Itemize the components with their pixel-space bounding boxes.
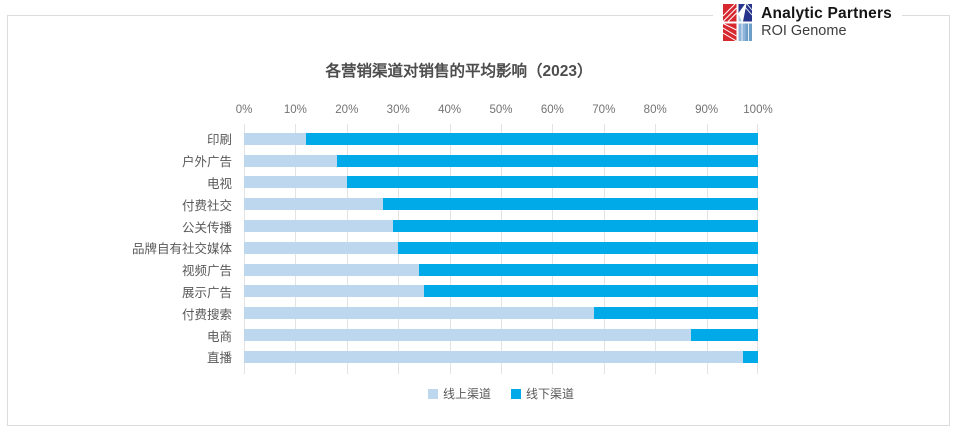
bar-segment-online	[244, 176, 347, 189]
category-label: 视频广告	[181, 264, 232, 279]
bar-row	[244, 346, 758, 368]
bar-segment-offline	[393, 220, 758, 233]
legend-label: 线下渠道	[526, 387, 575, 402]
legend-label: 线上渠道	[442, 387, 491, 402]
legend-swatch	[427, 388, 438, 399]
x-axis: 0% 10% 20% 30% 40% 50% 60% 70% 80% 90% 100%	[236, 104, 773, 124]
bar-segment-offline	[305, 132, 758, 145]
bar-segment-online	[244, 132, 306, 145]
bar-segment-offline	[691, 329, 758, 342]
bar-segment-online	[244, 307, 594, 320]
bar-row	[244, 215, 758, 237]
legend-spacer	[30, 374, 244, 402]
bar-row	[244, 302, 758, 324]
bar-row	[244, 172, 758, 194]
legend-swatch	[511, 388, 521, 399]
legend: 线上渠道 线下渠道	[244, 386, 758, 402]
bar-segment-offline	[423, 285, 758, 298]
bar-segment-offline	[346, 176, 758, 189]
analytic-partners-logo-text: Analytic Partners ROI Genome	[761, 5, 892, 40]
bar-segment-offline	[398, 241, 758, 254]
bar-row	[244, 324, 758, 346]
stacked-bar-chart: 各营销渠道对销售的平均影响（2023） 0% 10% 20% 30% 40% 50% 60%…	[30, 60, 773, 402]
axis-spacer	[30, 90, 244, 124]
x-tick: 70%	[592, 104, 616, 116]
category-label: 品牌自有社交媒体	[131, 242, 232, 257]
logo-product-name: ROI Genome	[761, 23, 847, 39]
bar-row	[244, 281, 758, 303]
category-label: 印刷	[206, 133, 232, 148]
bar-segment-offline	[418, 263, 758, 276]
category-label: 公关传播	[181, 220, 232, 235]
x-tick: 0%	[235, 104, 253, 116]
plot-area	[244, 124, 758, 374]
bar-segment-online	[244, 329, 692, 342]
bar-segment-offline	[336, 154, 758, 167]
bar-row	[244, 128, 758, 150]
bars	[244, 128, 758, 368]
bar-segment-online	[244, 198, 383, 211]
bar-segment-online	[244, 241, 399, 254]
bar-segment-online	[244, 154, 337, 167]
bar-row	[244, 193, 758, 215]
category-label: 电商	[206, 329, 232, 344]
category-label: 户外广告	[181, 155, 232, 170]
x-tick: 50%	[489, 104, 513, 116]
category-label: 付费搜索	[181, 307, 232, 322]
chart-title: 各营销渠道对销售的平均影响（2023）	[325, 63, 593, 80]
x-tick: 90%	[695, 104, 719, 116]
bar-row	[244, 237, 758, 259]
bar-row	[244, 259, 758, 281]
x-tick: 60%	[540, 104, 564, 116]
bar-segment-offline	[382, 198, 758, 211]
bar-segment-online	[244, 285, 424, 298]
x-tick: 20%	[335, 104, 359, 116]
logo-company-name: Analytic Partners	[761, 5, 892, 22]
x-tick: 10%	[283, 104, 307, 116]
x-tick: 30%	[386, 104, 410, 116]
bar-segment-online	[244, 350, 743, 363]
analytic-partners-logo-icon	[723, 4, 753, 41]
bar-row	[244, 150, 758, 172]
category-labels: 印刷户外广告电视付费社交公关传播品牌自有社交媒体视频广告展示广告付费搜索电商直播	[30, 124, 244, 374]
bar-segment-online	[244, 220, 394, 233]
x-tick: 80%	[643, 104, 667, 116]
category-label: 直播	[206, 351, 232, 366]
x-tick: 40%	[438, 104, 462, 116]
legend-item: 线下渠道	[511, 385, 574, 402]
category-label: 展示广告	[181, 285, 232, 300]
legend-item: 线上渠道	[427, 385, 491, 402]
x-tick: 100%	[743, 104, 773, 116]
bar-segment-offline	[593, 307, 758, 320]
category-label: 付费社交	[181, 198, 232, 213]
bar-segment-online	[244, 263, 419, 276]
category-label: 电视	[206, 176, 232, 191]
analytic-partners-logo: Analytic Partners ROI Genome	[713, 2, 902, 45]
bar-segment-offline	[742, 350, 758, 363]
